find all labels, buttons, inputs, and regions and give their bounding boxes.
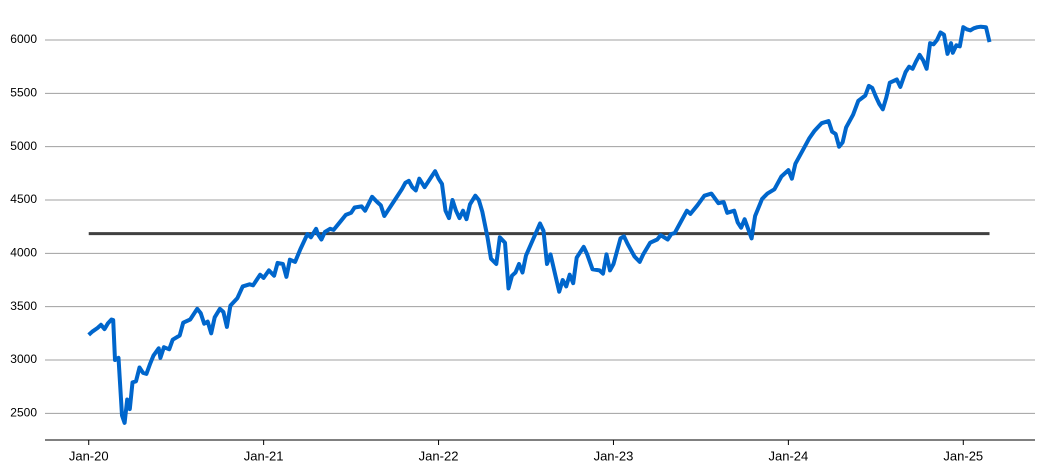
y-tick-label: 3000 <box>10 352 37 366</box>
y-tick-label: 4000 <box>10 246 37 260</box>
x-tick-label: Jan-25 <box>943 448 983 463</box>
y-tick-label: 2500 <box>10 406 37 420</box>
y-tick-label: 4500 <box>10 192 37 206</box>
y-tick-label: 3500 <box>10 299 37 313</box>
y-tick-label: 5500 <box>10 86 37 100</box>
series-line <box>87 24 992 425</box>
x-tick-label: Jan-24 <box>768 448 808 463</box>
x-tick-label: Jan-21 <box>244 448 284 463</box>
y-tick-label: 6000 <box>10 32 37 46</box>
x-tick-label: Jan-22 <box>419 448 459 463</box>
x-tick-label: Jan-20 <box>69 448 109 463</box>
y-tick-label: 5000 <box>10 139 37 153</box>
x-tick-label: Jan-23 <box>594 448 634 463</box>
